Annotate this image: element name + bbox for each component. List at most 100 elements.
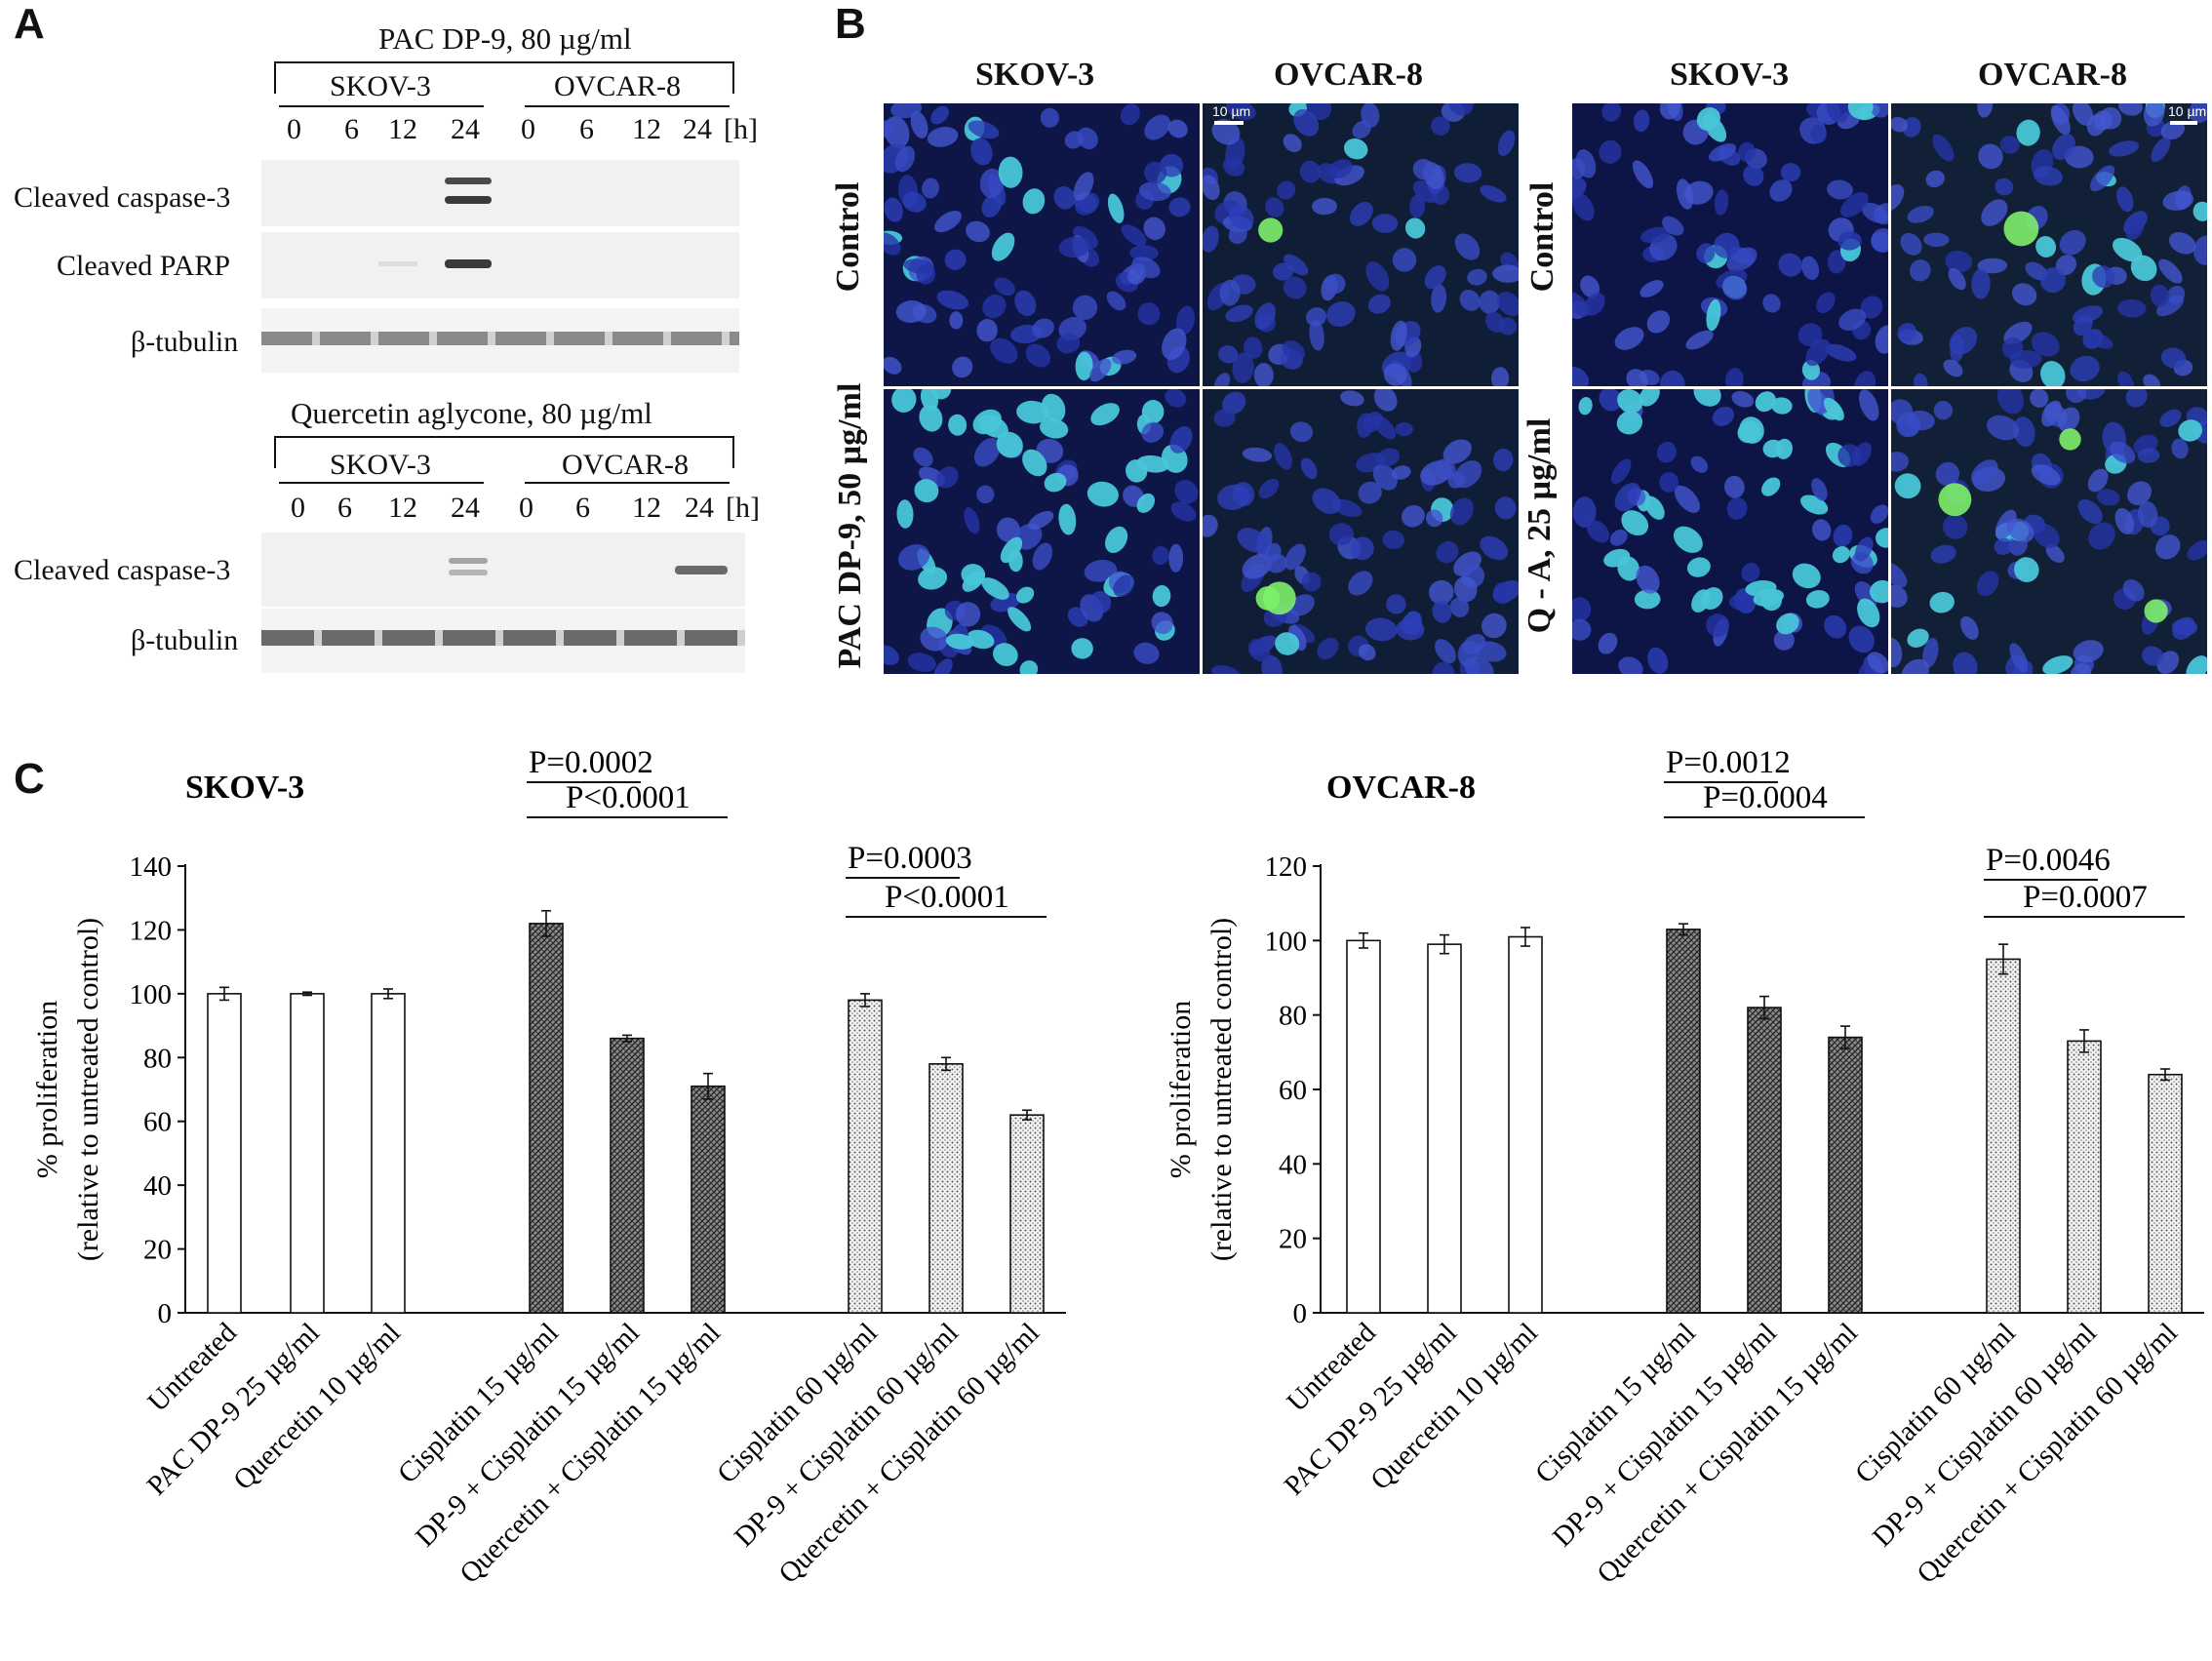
- nucleus: [1935, 461, 1960, 487]
- blot2-tp-2: 12: [388, 492, 417, 524]
- nucleus: [1778, 253, 1802, 277]
- blot1-row-label-tubulin: β-tubulin: [131, 326, 239, 358]
- nucleus: [1943, 359, 1963, 377]
- nucleus: [1805, 590, 1830, 609]
- nucleus: [1436, 541, 1459, 564]
- nucleus: [1696, 107, 1720, 131]
- nucleus: [973, 437, 1001, 467]
- nucleus: [1780, 163, 1801, 182]
- bar: [1427, 943, 1462, 1314]
- nucleus: [1891, 561, 1908, 588]
- nucleus: [1376, 448, 1401, 467]
- blot2-treatment-label: Quercetin aglycone, 80 µg/ml: [291, 396, 652, 430]
- nucleus: [1174, 479, 1199, 504]
- nucleus: [1626, 369, 1648, 386]
- blot2-tp-7: 24: [685, 492, 714, 524]
- nucleus: [2168, 232, 2196, 255]
- nucleus: [1073, 172, 1094, 201]
- nucleus: [944, 249, 967, 270]
- nucleus: [1361, 103, 1380, 128]
- nucleus: [1152, 545, 1169, 566]
- nucleus: [1586, 520, 1610, 543]
- nucleus: [1464, 656, 1494, 674]
- nucleus: [1900, 232, 1922, 256]
- nucleus: [1126, 459, 1148, 483]
- nucleus: [1810, 124, 1828, 143]
- nucleus: [1372, 463, 1398, 491]
- nucleus: [2125, 389, 2148, 408]
- nucleus: [1897, 322, 1917, 342]
- nucleus: [918, 567, 948, 590]
- nucleus: [1827, 179, 1853, 200]
- nucleus: [1907, 205, 1934, 223]
- nucleus: [2187, 539, 2207, 561]
- nucleus: [920, 389, 939, 412]
- nucleus: [1324, 273, 1346, 295]
- nucleus: [884, 232, 901, 256]
- nucleus: [1706, 298, 1721, 332]
- nucleus: [1646, 310, 1671, 334]
- blot2-line-skov3: SKOV-3: [330, 449, 431, 481]
- blot1-tp-6: 12: [632, 113, 661, 145]
- nucleus: [1284, 543, 1306, 571]
- nucleus: [1039, 417, 1069, 439]
- nucleus: [1598, 632, 1618, 654]
- nucleus: [1053, 185, 1076, 210]
- nucleus: [2055, 255, 2077, 276]
- nucleus: [1621, 510, 1649, 536]
- bar: [848, 999, 883, 1314]
- nucleus: [1929, 591, 1955, 613]
- blot2-line-underline-ovcar8: [525, 482, 730, 484]
- nucleus: [1731, 390, 1755, 408]
- nucleus: [945, 633, 974, 650]
- nucleus: [1247, 639, 1271, 662]
- nucleus: [1907, 628, 1929, 648]
- nucleus: [1901, 658, 1929, 674]
- nucleus: [1168, 197, 1191, 218]
- nucleus: [1870, 504, 1888, 524]
- nucleus: [1925, 170, 1946, 188]
- nucleus: [1724, 475, 1745, 498]
- blot1-line-ovcar8: OVCAR-8: [554, 70, 682, 102]
- nucleus: [1432, 600, 1452, 623]
- nucleus: [1226, 103, 1256, 121]
- nucleus: [1825, 343, 1857, 362]
- bar: [1346, 939, 1381, 1314]
- nucleus: [1254, 302, 1277, 330]
- nucleus: [1854, 371, 1876, 386]
- nucleus: [1071, 638, 1093, 659]
- nucleus: [1871, 228, 1888, 253]
- nucleus: [1025, 343, 1050, 368]
- blot1-line-underline-skov3: [279, 105, 484, 107]
- y-tick-label: 120: [130, 915, 173, 946]
- nucleus: [1107, 193, 1125, 223]
- nucleus: [1106, 291, 1126, 311]
- micro-row-label-control-right: Control: [1524, 181, 1560, 293]
- nucleus: [1390, 320, 1407, 351]
- nucleus: [1662, 216, 1684, 236]
- nucleus: [1497, 130, 1516, 156]
- blot1-row-label-caspase: Cleaved caspase-3: [14, 181, 231, 214]
- nucleus: [1144, 161, 1167, 184]
- blot1-tp-3: 24: [451, 113, 480, 145]
- nucleus: [1274, 443, 1292, 470]
- micro-col-header-2: OVCAR-8: [1274, 57, 1423, 93]
- nucleus: [1492, 582, 1514, 605]
- p-value-label: P<0.0001: [885, 880, 1009, 915]
- nucleus: [1712, 406, 1734, 426]
- nucleus: [1696, 243, 1716, 263]
- nucleus: [1309, 319, 1324, 351]
- nucleus: [1213, 373, 1231, 386]
- nucleus: [1906, 410, 1935, 431]
- panel-c-letter: C: [14, 755, 45, 803]
- nucleus: [2009, 643, 2029, 673]
- nucleus: [1603, 548, 1631, 568]
- nucleus: [1112, 349, 1137, 365]
- nucleus: [1015, 586, 1035, 604]
- y-axis-label-line-2: (relative to untreated control): [1205, 918, 1238, 1261]
- nucleus: [1857, 598, 1880, 628]
- nucleus: [884, 120, 894, 138]
- nucleus: [1373, 389, 1398, 412]
- nucleus: [1995, 509, 2017, 540]
- scale-bar-label-left: 10 µm: [1212, 103, 1251, 119]
